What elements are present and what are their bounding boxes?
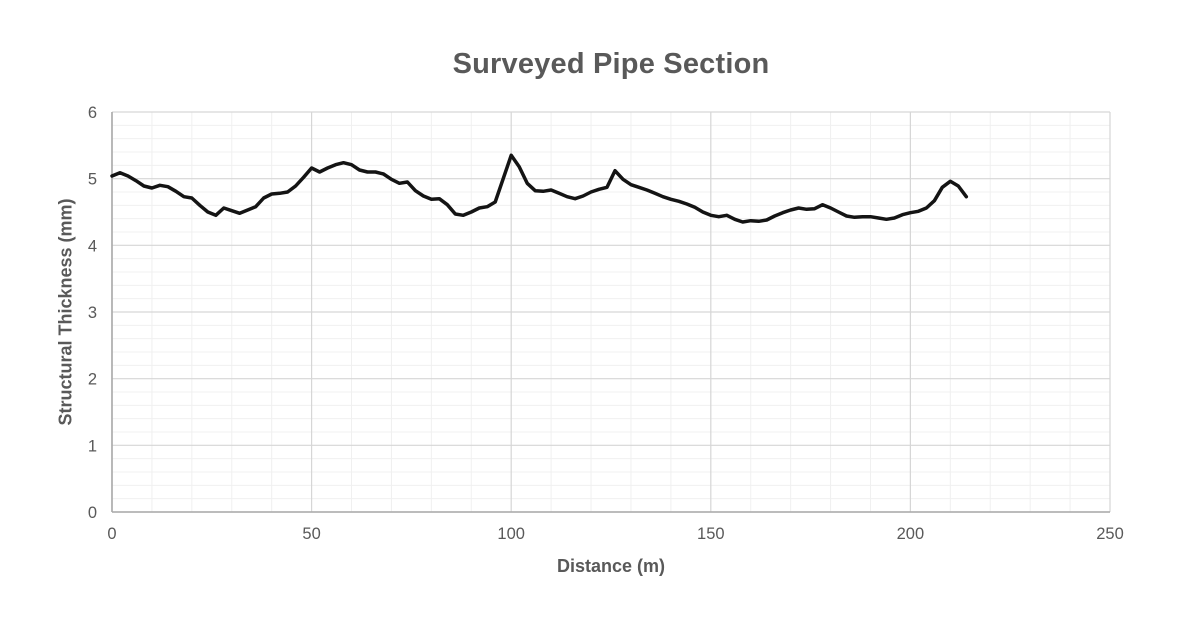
x-tick-label: 250	[1096, 525, 1124, 543]
x-tick-label: 150	[697, 525, 725, 543]
data-series-line	[110, 153, 969, 224]
x-tick-label: 100	[497, 525, 525, 543]
y-tick-label: 5	[88, 171, 97, 189]
y-tick-label: 2	[88, 371, 97, 389]
x-axis-title: Distance (m)	[556, 556, 666, 576]
y-tick-label: 4	[88, 237, 97, 255]
major-gridlines	[111, 111, 1111, 513]
y-tick-label: 6	[88, 104, 97, 122]
axis-lines	[111, 112, 1110, 513]
series-line-structural-thickness	[110, 153, 969, 224]
x-tick-label: 200	[897, 525, 925, 543]
y-tick-label: 0	[88, 504, 97, 522]
tick-labels: 0 50 100 150 200 250 0 1 2 3 4 5 6	[88, 104, 1124, 543]
y-tick-label: 1	[88, 437, 97, 455]
y-axis-title-text: Structural Thickness (mm)	[55, 198, 76, 426]
chart-title: Surveyed Pipe Section	[452, 48, 770, 80]
y-tick-label: 3	[88, 304, 97, 322]
x-tick-label: 0	[107, 525, 116, 543]
x-tick-label: 50	[302, 525, 320, 543]
